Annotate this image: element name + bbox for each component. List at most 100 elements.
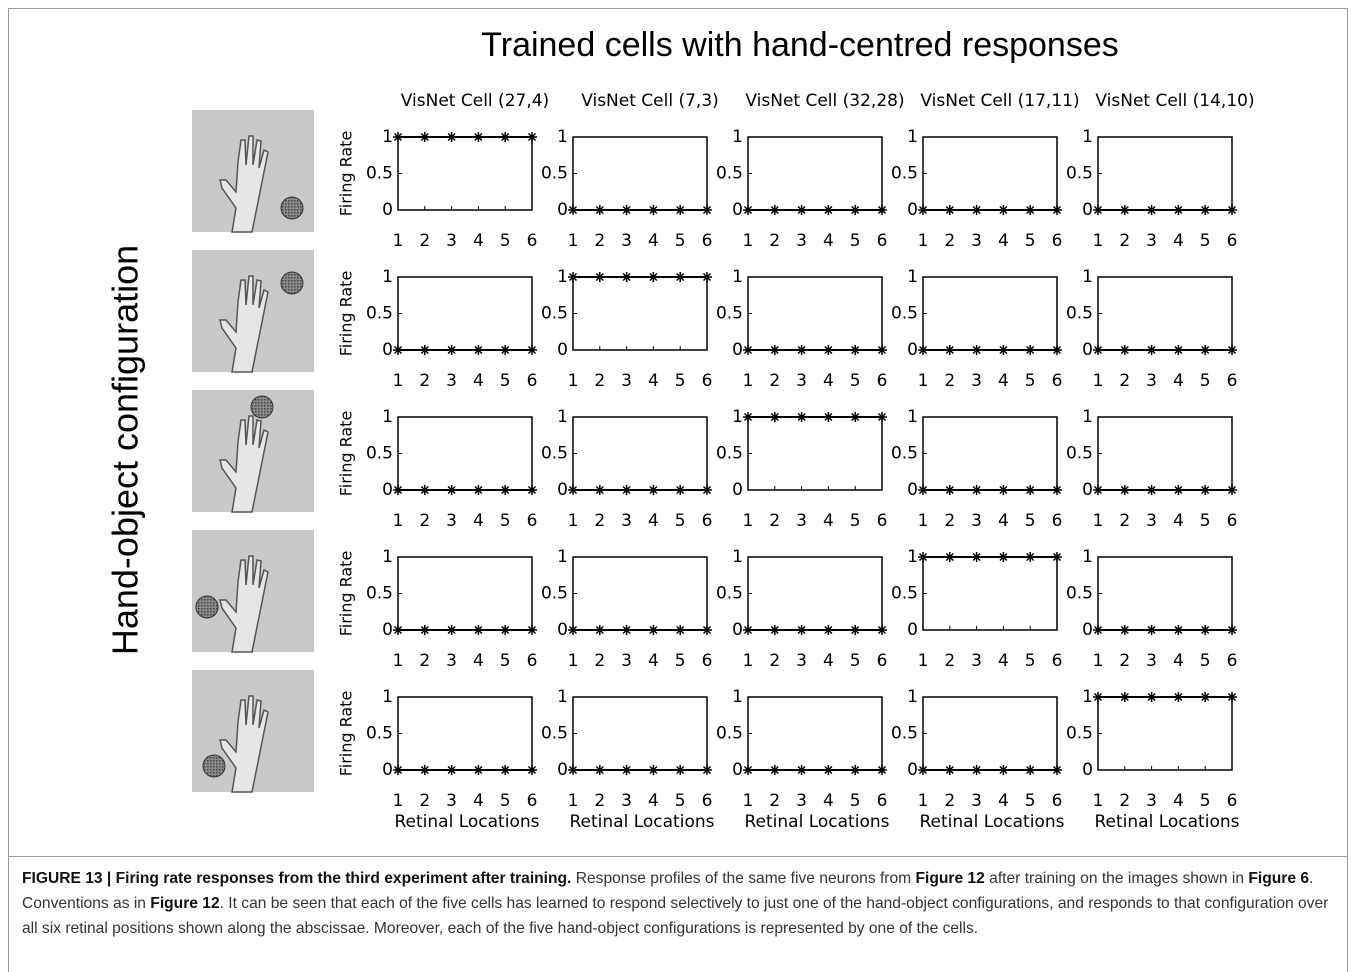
data-marker [769,625,780,635]
x-tick-label: 2 [594,371,605,391]
x-tick-label: 4 [1173,791,1184,811]
x-tick-label: 4 [648,651,659,671]
x-tick-label: 5 [500,651,511,671]
subplot: VisNet Cell (14,10)00.511 2 3 4 5 6 [1066,91,1255,251]
x-tick-label: 1 [918,371,929,391]
x-tick-label: 3 [1146,791,1157,811]
data-marker [850,412,861,422]
x-tick-label: 2 [1119,371,1130,391]
data-marker [850,345,861,355]
data-marker [971,552,982,562]
y-tick-label: 0 [1082,340,1093,360]
y-axis-label: Firing Rate [337,131,356,217]
y-tick-label: 0.5 [891,444,918,464]
object [195,595,219,619]
data-marker [1119,625,1130,635]
x-tick-label: 4 [1173,511,1184,531]
x-tick-label: 1 [918,511,929,531]
y-tick-label: 0 [732,760,743,780]
x-tick-label: 1 [568,371,579,391]
y-tick-label: 0 [732,340,743,360]
data-marker [393,765,403,775]
y-tick-label: 0.5 [541,164,568,184]
subplot: 00.511 2 3 4 5 6 [1066,547,1237,671]
y-tick-label: 0 [557,480,568,500]
data-marker [1025,552,1036,562]
subplot-title: VisNet Cell (32,28) [745,91,904,111]
data-marker [971,765,982,775]
data-marker [527,625,537,635]
x-tick-label: 2 [419,651,430,671]
x-tick-label: 5 [850,371,861,391]
hand [219,415,269,513]
x-tick-label: 6 [1052,651,1063,671]
data-marker [998,205,1009,215]
x-tick-label: 6 [1052,371,1063,391]
data-marker [1227,625,1237,635]
data-marker [702,272,712,282]
x-tick-label: 1 [1093,791,1104,811]
plot-frame [922,276,1058,351]
data-marker [998,345,1009,355]
x-tick-label: 1 [568,791,579,811]
y-tick-label: 1 [557,267,568,287]
y-tick-label: 0.5 [366,444,393,464]
data-marker [568,205,578,215]
data-marker [1227,485,1237,495]
y-tick-label: 0.5 [716,304,743,324]
y-tick-label: 0.5 [891,304,918,324]
y-tick-label: 0.5 [366,724,393,744]
subplot: 00.511 2 3 4 5 6 [541,407,712,531]
subplot: 00.511 2 3 4 5 6 [891,267,1062,391]
data-marker [971,345,982,355]
x-tick-label: 5 [500,511,511,531]
x-tick-label: 6 [1227,651,1238,671]
plot-frame [747,696,883,771]
y-tick-label: 0.5 [891,584,918,604]
caption-text: Figure 6 [1248,870,1309,887]
data-marker [1200,625,1211,635]
data-marker [877,412,887,422]
data-marker [823,205,834,215]
plot-frame [1097,556,1233,631]
plot-frame [572,136,708,211]
x-axis-label: Retinal Locations [395,812,540,832]
data-marker [918,485,928,495]
y-tick-label: 1 [1082,687,1093,707]
x-tick-label: 3 [446,371,457,391]
x-tick-label: 5 [1200,651,1211,671]
data-marker [1119,692,1130,702]
plot-frame [397,416,533,491]
y-tick-label: 1 [1082,267,1093,287]
x-tick-label: 1 [743,511,754,531]
y-tick-label: 1 [557,127,568,147]
plot-frame [572,416,708,491]
data-marker [594,272,605,282]
x-tick-label: 6 [877,651,888,671]
x-tick-label: 4 [1173,371,1184,391]
x-tick-label: 5 [675,511,686,531]
data-marker [648,272,659,282]
plot-frame [747,136,883,211]
data-marker [446,765,457,775]
x-tick-label: 1 [393,791,404,811]
y-tick-label: 0 [907,480,918,500]
subplot-title: VisNet Cell (27,4) [401,91,549,111]
data-marker [1093,485,1103,495]
x-tick-label: 1 [918,231,929,251]
data-marker [1146,345,1157,355]
x-tick-label: 2 [769,651,780,671]
data-marker [1052,205,1062,215]
data-marker [743,412,753,422]
x-tick-label: 3 [446,791,457,811]
x-tick-label: 3 [621,511,632,531]
x-tick-label: 4 [648,791,659,811]
plot-frame [922,136,1058,211]
x-tick-label: 4 [1173,231,1184,251]
plot-frame [1097,136,1233,211]
x-tick-label: 3 [446,651,457,671]
x-tick-label: 1 [568,511,579,531]
data-marker [500,345,511,355]
x-tick-label: 4 [473,231,484,251]
